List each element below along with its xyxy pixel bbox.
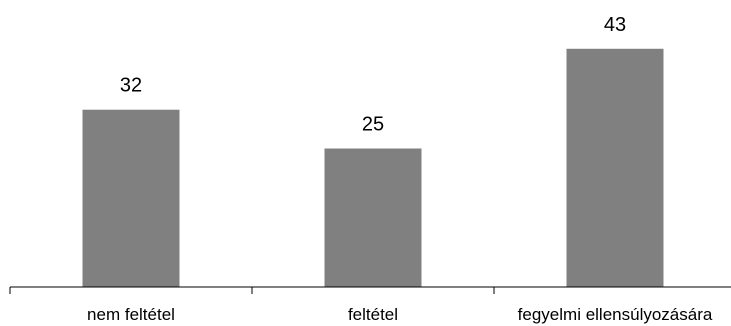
x-axis-tick-labels: nem feltétel feltétel fegyelmi ellensúlyoz… [87,305,713,324]
data-label: 32 [120,75,142,97]
data-label: 25 [362,114,384,136]
bar [82,109,180,287]
data-labels-group: 32 25 43 [120,14,626,136]
x-axis-ticks [9,287,495,294]
x-tick-label: nem feltétel [87,305,175,324]
x-tick-label: fegyelmi ellensúlyozására [518,305,713,324]
x-axis: nem feltétel feltétel fegyelmi ellensúlyoz… [9,286,731,324]
x-tick-label: feltétel [348,305,398,324]
bar [324,148,422,287]
bar [566,48,664,287]
bars-group [82,48,664,287]
data-label: 43 [604,14,626,36]
